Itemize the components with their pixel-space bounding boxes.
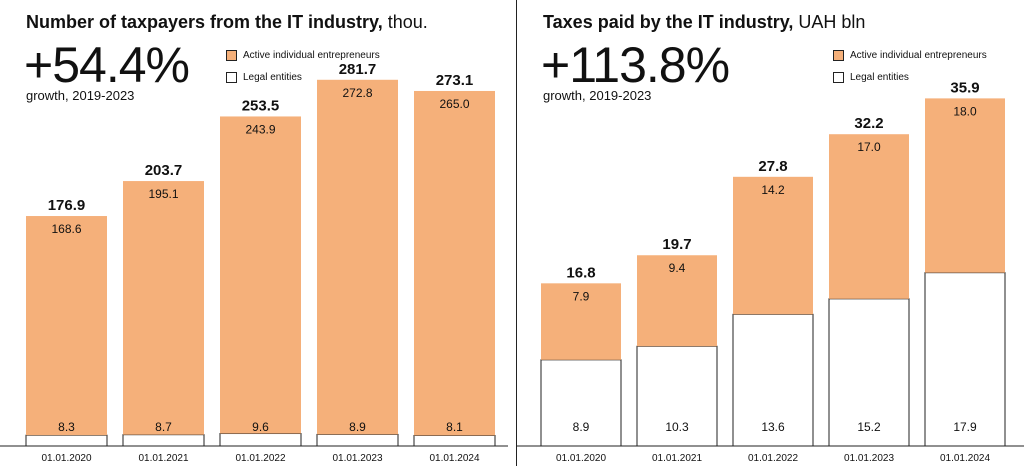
- legend-item-legal: Legal entities: [226, 68, 380, 86]
- x-tick-label: 01.01.2020: [41, 453, 91, 464]
- chart-unit: thou.: [387, 12, 428, 32]
- x-tick-label: 01.01.2021: [138, 453, 188, 464]
- total-label: 176.9: [48, 197, 86, 214]
- taxes-panel: Taxes paid by the IT industry, UAH bln +…: [517, 0, 1024, 466]
- legend-label: Legal entities: [243, 71, 302, 83]
- x-tick-label: 01.01.2024: [429, 453, 479, 464]
- bar-entrepreneurs: [414, 90, 495, 436]
- legal-entities-value-label: 8.3: [58, 420, 75, 434]
- taxes-bar-chart: 16.8 7.9 8.9 01.01.2020 19.7 9.4 10.3 01.01.202…: [517, 79, 1024, 464]
- chart-title-text: Number of taxpayers from the IT industry…: [26, 12, 383, 32]
- bar-legal-entities: [540, 359, 622, 447]
- legend-item-entrepreneurs: Active individual entrepreneurs: [226, 46, 380, 64]
- panel-divider: [516, 0, 517, 466]
- total-label: 27.8: [758, 158, 787, 175]
- total-label: 19.7: [662, 236, 691, 253]
- legend-item-legal: Legal entities: [833, 68, 987, 86]
- entrepreneurs-value-label: 7.9: [573, 289, 590, 303]
- legend-swatch-white: [833, 71, 844, 83]
- legend-swatch-orange: [226, 49, 237, 61]
- growth-caption: growth, 2019-2023: [543, 88, 652, 103]
- entrepreneurs-value-label: 17.0: [857, 140, 881, 154]
- bar-legal-entities: [316, 433, 399, 447]
- chart-title: Taxes paid by the IT industry, UAH bln: [543, 12, 865, 33]
- growth-caption: growth, 2019-2023: [26, 88, 135, 103]
- legal-entities-value-label: 8.1: [446, 420, 463, 434]
- bar-entrepreneurs: [925, 98, 1005, 273]
- bar-entrepreneurs: [26, 216, 107, 436]
- legend-label: Active individual entrepreneurs: [850, 49, 987, 61]
- legend: Active individual entrepreneurs Legal en…: [226, 46, 380, 90]
- entrepreneurs-value-label: 9.4: [669, 261, 686, 275]
- x-tick-label: 01.01.2022: [748, 453, 798, 464]
- total-label: 16.8: [566, 264, 595, 281]
- growth-headline: +54.4%: [24, 37, 190, 93]
- bar-entrepreneurs: [220, 116, 301, 434]
- legend-swatch-orange: [833, 49, 844, 61]
- x-tick-label: 01.01.2023: [332, 453, 382, 464]
- growth-headline: +113.8%: [541, 37, 730, 93]
- legal-entities-value-label: 15.2: [857, 420, 881, 434]
- legend: Active individual entrepreneurs Legal en…: [833, 46, 987, 90]
- total-label: 253.5: [242, 97, 280, 114]
- legal-entities-value-label: 13.6: [761, 420, 785, 434]
- bar-legal-entities: [636, 345, 718, 447]
- legal-entities-value-label: 8.9: [573, 420, 590, 434]
- legend-item-entrepreneurs: Active individual entrepreneurs: [833, 46, 987, 64]
- chart-title: Number of taxpayers from the IT industry…: [26, 12, 428, 33]
- taxpayers-bar-chart: 176.9 168.6 8.3 01.01.2020 203.7 195.1 8.7 01.0…: [0, 61, 508, 464]
- bar-entrepreneurs: [829, 134, 909, 299]
- legend-label: Active individual entrepreneurs: [243, 49, 380, 61]
- entrepreneurs-value-label: 18.0: [953, 104, 977, 118]
- legal-entities-value-label: 10.3: [665, 420, 689, 434]
- entrepreneurs-value-label: 168.6: [51, 222, 81, 236]
- entrepreneurs-value-label: 243.9: [245, 122, 275, 136]
- entrepreneurs-value-label: 195.1: [148, 187, 178, 201]
- bar-entrepreneurs: [541, 283, 621, 360]
- bar-legal-entities: [122, 434, 205, 447]
- total-label: 203.7: [145, 162, 183, 179]
- total-label: 281.7: [339, 61, 377, 78]
- bar-legal-entities: [413, 434, 496, 447]
- chart-title-text: Taxes paid by the IT industry,: [543, 12, 794, 32]
- chart-unit: UAH bln: [798, 12, 866, 32]
- x-tick-label: 01.01.2022: [235, 453, 285, 464]
- x-tick-label: 01.01.2024: [940, 453, 990, 464]
- bar-entrepreneurs: [637, 255, 717, 347]
- x-tick-label: 01.01.2023: [844, 453, 894, 464]
- bar-legal-entities: [219, 433, 302, 447]
- total-label: 273.1: [436, 72, 474, 89]
- legal-entities-value-label: 9.6: [252, 420, 269, 434]
- legal-entities-value-label: 17.9: [953, 420, 977, 434]
- total-label: 35.9: [950, 79, 979, 96]
- bar-entrepreneurs: [123, 181, 204, 435]
- bar-legal-entities: [25, 434, 108, 447]
- total-label: 32.2: [854, 115, 883, 132]
- legal-entities-value-label: 8.9: [349, 420, 366, 434]
- legend-swatch-white: [226, 71, 237, 83]
- legal-entities-value-label: 8.7: [155, 420, 172, 434]
- bar-entrepreneurs: [317, 79, 398, 435]
- x-tick-label: 01.01.2020: [556, 453, 606, 464]
- bar-legal-entities: [924, 272, 1006, 447]
- legend-label: Legal entities: [850, 71, 909, 83]
- bar-legal-entities: [828, 298, 910, 447]
- bar-entrepreneurs: [733, 176, 813, 315]
- x-tick-label: 01.01.2021: [652, 453, 702, 464]
- entrepreneurs-value-label: 272.8: [342, 86, 372, 100]
- entrepreneurs-value-label: 265.0: [439, 97, 469, 111]
- taxpayers-panel: Number of taxpayers from the IT industry…: [0, 0, 508, 466]
- entrepreneurs-value-label: 14.2: [761, 183, 785, 197]
